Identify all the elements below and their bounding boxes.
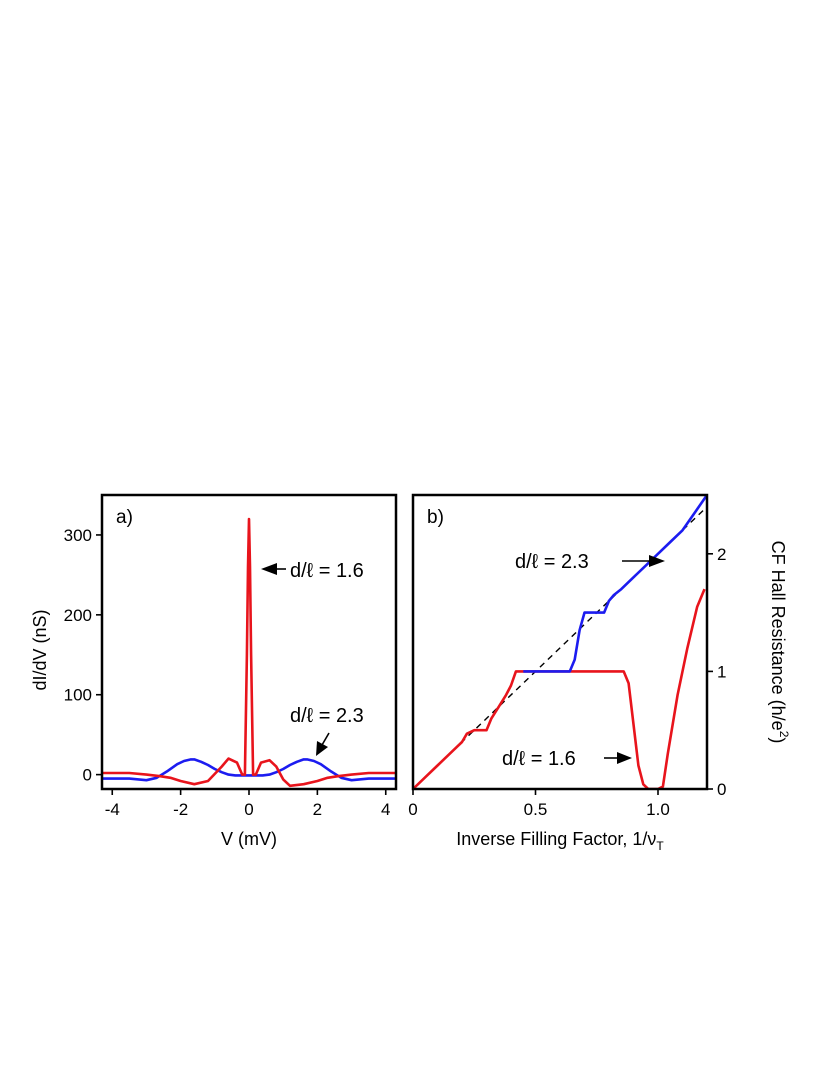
panel-a-annotation-d-l-1-6: d/ℓ = 1.6 <box>290 560 364 582</box>
panel-b-x-axis-title-main: Inverse Filling Factor, 1/ν <box>456 829 656 849</box>
panel-a: -4 -2 0 2 4 0 100 200 300 a) V (mV) dI/dV (nS) d… <box>30 493 398 849</box>
panel-b-ticks: 0 0.5 1.0 0 1 2 <box>408 545 726 819</box>
panel-b-y-tick-label-0: 0 <box>717 780 726 799</box>
panel-b-y-axis-title-superscript: 2 <box>777 731 791 738</box>
panel-a-x-tick-label-2: 0 <box>244 800 253 819</box>
panel-a-x-tick-label-3: 2 <box>313 800 322 819</box>
panel-b-y-axis-title: CF Hall Resistance (h/e2) <box>768 541 791 744</box>
panel-a-annotation-d-l-2-3: d/ℓ = 2.3 <box>290 705 364 727</box>
panel-a-ticks: -4 -2 0 2 4 0 100 200 300 <box>64 526 391 819</box>
panel-b: 0 0.5 1.0 0 1 2 b) Inverse Filling Factor, 1/… <box>408 493 791 853</box>
panel-a-curves <box>102 517 396 788</box>
panel-a-arrow-blue <box>321 732 330 746</box>
panel-a-x-tick-label-0: -4 <box>105 800 120 819</box>
panel-a-x-tick-label-4: 4 <box>381 800 390 819</box>
panel-b-annotation-d-l-1-6: d/ℓ = 1.6 <box>502 748 576 770</box>
panel-b-x-tick-label-1: 0.5 <box>524 800 548 819</box>
panel-a-y-tick-label-0: 0 <box>83 766 92 785</box>
panel-a-y-tick-label-2: 200 <box>64 606 92 625</box>
panel-a-x-tick-label-1: -2 <box>173 800 188 819</box>
panel-a-y-tick-label-1: 100 <box>64 686 92 705</box>
panel-a-y-tick-label-3: 300 <box>64 526 92 545</box>
panel-a-series-line-0 <box>102 758 396 782</box>
panel-b-y-tick-label-1: 1 <box>717 662 726 681</box>
panel-a-y-axis-title: dI/dV (nS) <box>30 609 50 690</box>
panel-b-y-axis-title-tail: ) <box>768 737 788 743</box>
panel-a-x-axis-title: V (mV) <box>221 829 277 849</box>
panel-b-x-axis-title-subscript: T <box>656 839 664 853</box>
panel-b-frame <box>411 493 709 791</box>
panel-b-series-line-2 <box>523 495 707 673</box>
panel-a-arrowhead-red <box>261 563 277 575</box>
panel-b-x-tick-label-0: 0 <box>408 800 417 819</box>
panel-b-arrowhead-blue <box>649 555 665 567</box>
panel-b-curves <box>413 495 707 789</box>
panel-b-annotation-d-l-2-3: d/ℓ = 2.3 <box>515 551 589 573</box>
panel-a-label: a) <box>116 507 133 528</box>
panel-b-y-tick-label-2: 2 <box>717 545 726 564</box>
panel-b-x-tick-label-2: 1.0 <box>646 800 670 819</box>
panel-a-arrowhead-blue <box>316 741 328 756</box>
panel-b-y-axis-title-main: CF Hall Resistance (h/e <box>768 541 788 731</box>
panel-b-x-axis-title: Inverse Filling Factor, 1/νT <box>456 829 664 853</box>
panel-a-series-line-1 <box>102 517 396 788</box>
panel-b-arrowhead-red <box>617 752 632 764</box>
panel-b-label: b) <box>427 507 444 528</box>
